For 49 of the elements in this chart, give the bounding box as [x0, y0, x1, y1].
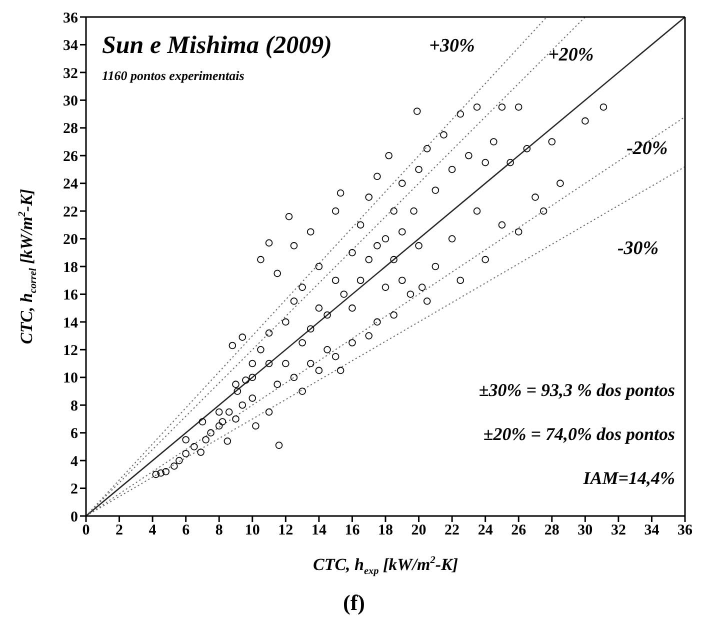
x-tick-label: 12 [278, 522, 294, 539]
x-tick-label: 20 [411, 522, 426, 539]
y-tick-label: 16 [63, 288, 78, 304]
x-tick-label: 2 [116, 522, 124, 539]
text: 1160 pontos experimentais [102, 68, 244, 83]
y-tick-label: 14 [63, 315, 78, 332]
x-tick-label: 32 [610, 522, 626, 539]
y-tick-label: 24 [63, 176, 78, 193]
y-tick-label: 34 [63, 38, 78, 54]
y-tick-label: 6 [70, 426, 78, 442]
annotation: ±30% = 93,3 % dos pontos [478, 380, 675, 400]
annotation: +30% [429, 35, 475, 56]
annotation: -30% [617, 238, 659, 259]
text: (f) [342, 590, 366, 616]
y-tick-label: 0 [70, 509, 78, 526]
y-tick-label: 8 [70, 398, 78, 414]
x-tick-label: 28 [544, 522, 560, 539]
y-tick-label: 12 [63, 342, 78, 359]
x-tick-label: 30 [578, 522, 593, 539]
annotation: +20% [548, 44, 594, 66]
y-tick-label: 2 [70, 482, 78, 498]
x-axis-title: CTC, h$_{exp}$ [kW/m$^{2}$-K] [313, 555, 458, 576]
y-tick-label: 10 [63, 370, 78, 387]
x-tick-label: 16 [344, 522, 360, 539]
y-tick-label: 4 [70, 454, 78, 470]
x-tick-label: 36 [678, 522, 693, 539]
x-tick-label: 6 [182, 522, 190, 539]
x-tick-label: 24 [478, 522, 494, 539]
annotation: ±20% = 74,0% dos pontos [483, 424, 675, 444]
y-tick-label: 20 [63, 232, 78, 248]
y-tick-label: 18 [63, 260, 78, 276]
text: Sun e Mishima (2009) [102, 32, 332, 59]
x-tick-label: 8 [215, 522, 223, 539]
annotation: -20% [626, 138, 668, 159]
x-tick-label: 22 [444, 522, 460, 539]
x-tick-label: 18 [378, 522, 393, 539]
x-tick-label: 0 [82, 522, 90, 539]
y-tick-label: 30 [63, 93, 78, 110]
x-tick-label: 14 [311, 522, 327, 539]
y-tick-label: 32 [63, 66, 78, 82]
y-tick-label: 26 [63, 148, 78, 165]
y-tick-label: 36 [63, 10, 78, 26]
y-tick-label: 28 [63, 121, 78, 138]
x-tick-label: 4 [148, 522, 157, 539]
x-tick-label: 26 [511, 522, 527, 539]
x-tick-label: 10 [244, 522, 260, 539]
y-tick-label: 22 [63, 204, 78, 220]
x-tick-label: 34 [644, 522, 660, 539]
annotation: IAM=14,4% [582, 468, 675, 488]
